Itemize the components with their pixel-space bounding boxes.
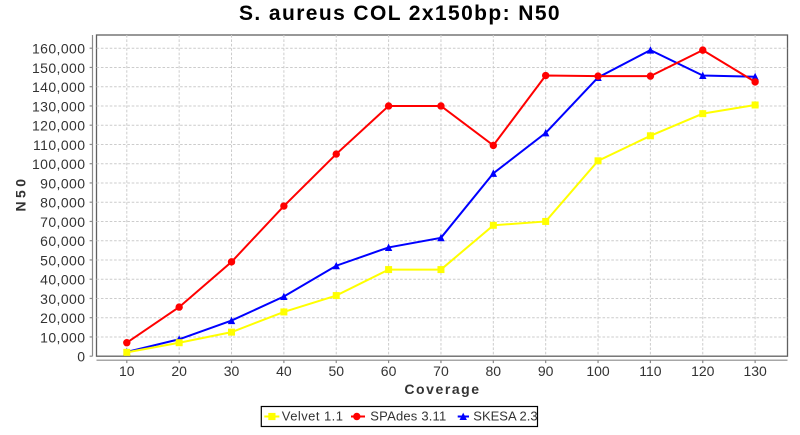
- svg-text:130: 130: [743, 363, 767, 379]
- svg-text:100: 100: [586, 363, 610, 379]
- svg-text:N50: N50: [12, 176, 28, 212]
- svg-text:70: 70: [433, 363, 449, 379]
- svg-text:70,000: 70,000: [40, 214, 85, 230]
- svg-text:120: 120: [691, 363, 715, 379]
- svg-text:60: 60: [381, 363, 397, 379]
- svg-text:160,000: 160,000: [32, 41, 85, 57]
- svg-text:20,000: 20,000: [40, 310, 85, 326]
- svg-text:80: 80: [486, 363, 502, 379]
- svg-text:90: 90: [538, 363, 554, 379]
- svg-text:120,000: 120,000: [32, 118, 85, 134]
- svg-text:Coverage: Coverage: [404, 381, 480, 397]
- svg-text:50: 50: [328, 363, 344, 379]
- svg-text:S. aureus COL 2x150bp: N50: S. aureus COL 2x150bp: N50: [239, 2, 561, 25]
- svg-text:140,000: 140,000: [32, 79, 85, 95]
- svg-text:60,000: 60,000: [40, 233, 85, 249]
- svg-text:10,000: 10,000: [40, 329, 85, 345]
- svg-text:40: 40: [276, 363, 292, 379]
- svg-text:110: 110: [639, 363, 662, 379]
- svg-text:110,000: 110,000: [33, 137, 85, 153]
- svg-text:0: 0: [77, 349, 85, 365]
- svg-text:80,000: 80,000: [40, 195, 85, 211]
- svg-text:SKESA 2.3: SKESA 2.3: [473, 408, 537, 423]
- svg-text:90,000: 90,000: [40, 175, 85, 191]
- svg-text:150,000: 150,000: [32, 60, 85, 76]
- svg-text:100,000: 100,000: [32, 156, 85, 172]
- svg-text:SPAdes 3.11: SPAdes 3.11: [370, 408, 446, 423]
- svg-text:40,000: 40,000: [40, 272, 85, 288]
- svg-text:Velvet 1.1: Velvet 1.1: [282, 408, 344, 423]
- svg-text:50,000: 50,000: [40, 252, 85, 268]
- svg-text:130,000: 130,000: [32, 98, 85, 114]
- svg-text:20: 20: [171, 363, 187, 379]
- svg-text:30,000: 30,000: [40, 291, 85, 307]
- svg-text:10: 10: [119, 363, 135, 379]
- svg-text:30: 30: [224, 363, 240, 379]
